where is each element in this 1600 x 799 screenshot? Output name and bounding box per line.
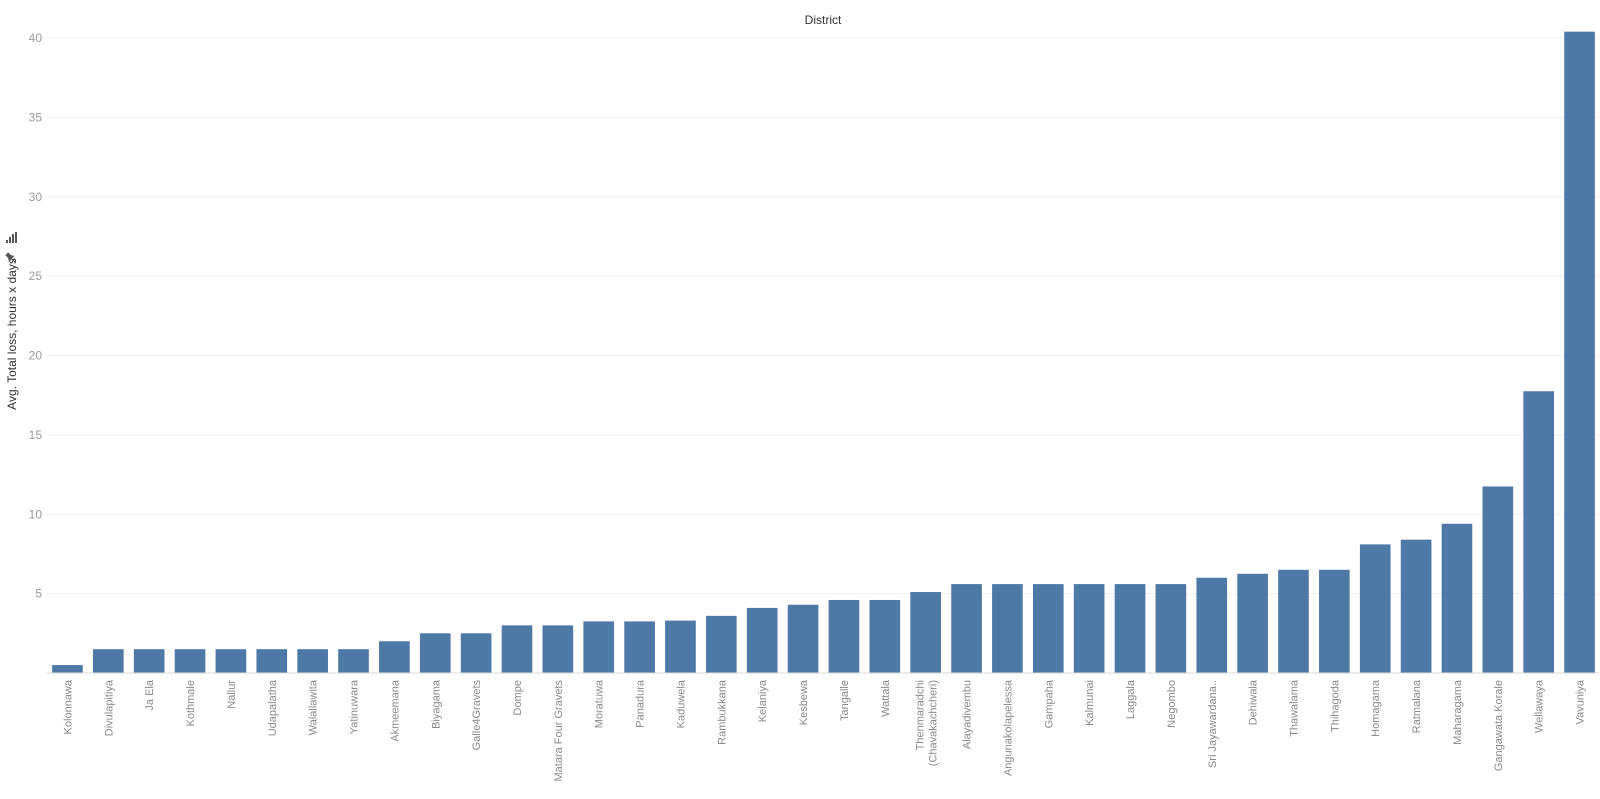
bar[interactable] xyxy=(215,649,247,673)
x-tick-label: Matara Four Gravets xyxy=(553,680,565,782)
x-tick-label: Kolonnawa xyxy=(62,679,74,734)
x-tick-label: Yatinuwara xyxy=(349,679,361,734)
bar[interactable] xyxy=(1319,569,1350,673)
x-tick-label: Kothmale xyxy=(185,680,197,726)
bar[interactable] xyxy=(1073,584,1105,673)
x-tick-label: Kesbewa xyxy=(798,679,810,725)
x-tick-label: Laggala xyxy=(1125,679,1137,719)
bar[interactable] xyxy=(828,599,860,673)
x-tick-label: Angunakolapelessa xyxy=(1002,679,1014,776)
bar[interactable] xyxy=(1441,523,1473,673)
x-tick-label: Ratmalana xyxy=(1411,679,1423,733)
bar[interactable] xyxy=(624,621,655,673)
bar[interactable] xyxy=(542,625,574,674)
x-tick-label: Vavuniya xyxy=(1575,679,1587,724)
x-tick-label: Ja Ela xyxy=(144,679,156,710)
bar[interactable] xyxy=(665,620,696,673)
bar[interactable] xyxy=(787,604,819,673)
x-tick-label: Kaduwela xyxy=(675,679,687,728)
y-axis-label: Avg. Total loss, hours x days xyxy=(5,258,19,410)
x-tick-label: Divulapitiya xyxy=(103,679,115,736)
bar[interactable] xyxy=(1359,544,1391,673)
bar[interactable] xyxy=(501,625,533,674)
bar[interactable] xyxy=(1155,584,1187,673)
x-tick-label: Thenmaradchi(Chavakachcheri) xyxy=(915,680,940,766)
bar[interactable] xyxy=(174,649,206,673)
y-tick-label: 15 xyxy=(29,428,43,442)
x-tick-label: Wellawaya xyxy=(1534,679,1546,733)
y-tick-label: 25 xyxy=(29,269,43,283)
bar[interactable] xyxy=(460,633,492,673)
bar[interactable] xyxy=(1196,577,1228,673)
bar[interactable] xyxy=(869,599,901,673)
x-tick-label: Gangawata Korale xyxy=(1493,680,1505,771)
pin-icon[interactable] xyxy=(4,251,18,265)
bar[interactable] xyxy=(419,633,451,673)
x-tick-label: Alayadivembu xyxy=(962,680,974,749)
bar[interactable] xyxy=(92,649,124,673)
x-tick-label: Dehiwala xyxy=(1248,679,1260,725)
x-tick-label: Kelaniya xyxy=(757,679,769,722)
x-tick-label: Negombo xyxy=(1166,680,1178,728)
bar[interactable] xyxy=(297,649,328,673)
y-tick-label: 20 xyxy=(29,349,43,363)
x-tick-label: Walallawita xyxy=(308,679,320,735)
x-tick-label: Rambukkana xyxy=(716,679,728,745)
y-tick-label: 10 xyxy=(29,507,43,521)
y-tick-label: 5 xyxy=(35,587,42,601)
bar[interactable] xyxy=(910,592,941,673)
chart-title: District xyxy=(805,13,842,27)
bar[interactable] xyxy=(583,621,615,673)
bar[interactable] xyxy=(1400,539,1432,673)
x-tick-label: Biyagama xyxy=(430,679,442,729)
x-tick-label: Udapalatha xyxy=(267,679,279,736)
bar[interactable] xyxy=(338,649,369,673)
x-tick-label: Dompe xyxy=(512,680,524,715)
bar[interactable] xyxy=(1564,31,1595,673)
x-tick-label: Akmeemana xyxy=(389,679,401,742)
x-tick-label: Maharagama xyxy=(1452,679,1464,745)
x-tick-label: Gampaha xyxy=(1043,679,1055,728)
bar[interactable] xyxy=(133,649,165,673)
x-tick-label: Tangalle xyxy=(839,680,851,721)
y-tick-label: 35 xyxy=(29,110,43,124)
bar[interactable] xyxy=(746,607,778,673)
bar[interactable] xyxy=(951,584,982,673)
bar[interactable] xyxy=(706,615,737,673)
bar[interactable] xyxy=(992,584,1023,673)
x-tick-label: Thihagoda xyxy=(1329,679,1341,732)
bar[interactable] xyxy=(1032,584,1064,673)
x-tick-label: Kalmunai xyxy=(1084,680,1096,726)
x-tick-label: Panadura xyxy=(635,679,647,728)
bar[interactable] xyxy=(379,641,410,673)
bars xyxy=(52,31,1595,674)
x-tick-label: Thawalama xyxy=(1288,679,1300,737)
x-tick-label: Wattala xyxy=(880,679,892,717)
bar[interactable] xyxy=(1278,569,1309,673)
y-tick-labels: 5 10 15 20 25 30 35 40 xyxy=(29,31,43,601)
sort-bars-icon[interactable] xyxy=(6,232,17,243)
x-tick-label: Sri Jayawardana.. xyxy=(1207,680,1219,768)
y-tick-label: 30 xyxy=(29,190,43,204)
bar[interactable] xyxy=(1523,391,1555,673)
x-tick-label: Galle4Gravets xyxy=(471,680,483,751)
bar[interactable] xyxy=(256,649,288,673)
y-tick-label: 40 xyxy=(29,31,43,45)
bar[interactable] xyxy=(1482,486,1514,673)
x-tick-label: Nallur xyxy=(226,680,238,709)
x-tick-labels: Kolonnawa Divulapitiya Ja Ela Kothmale Nallu… xyxy=(62,679,1586,781)
bar[interactable] xyxy=(1237,573,1268,673)
x-tick-label: Moratuwa xyxy=(594,679,606,728)
x-tick-label: Homagama xyxy=(1370,679,1382,737)
bar[interactable] xyxy=(52,665,83,673)
gridlines xyxy=(47,37,1600,595)
bar[interactable] xyxy=(1114,584,1146,673)
